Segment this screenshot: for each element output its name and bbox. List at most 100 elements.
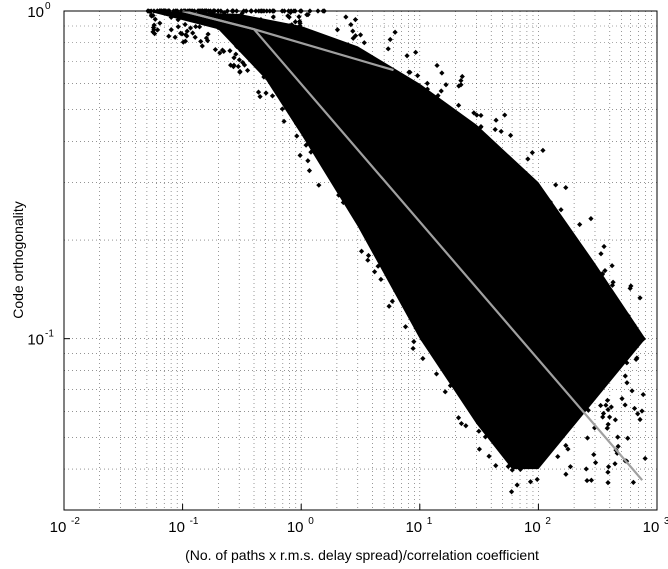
scatter-point [381, 233, 387, 239]
scatter-point [377, 127, 383, 133]
scatter-point [619, 396, 625, 402]
scatter-point [276, 60, 282, 67]
scatter-point [532, 218, 538, 224]
scatter-point [244, 67, 251, 74]
scatter-point [592, 368, 598, 374]
scatter-point [538, 376, 545, 382]
scatter-point [410, 310, 417, 316]
x-tick-exponent: 3 [664, 516, 668, 527]
scatter-point [611, 304, 617, 310]
scatter-point [625, 435, 631, 441]
scatter-point [382, 164, 388, 170]
scatter-point [393, 110, 399, 116]
scatter-point [347, 124, 353, 130]
x-tick-exponent: -2 [71, 516, 80, 527]
scatter-point [352, 33, 359, 39]
scatter-point [492, 237, 498, 243]
scatter-point [445, 258, 451, 265]
scatter-point [271, 41, 277, 48]
scatter-point [625, 348, 631, 355]
scatter-point [443, 336, 449, 343]
scatter-point [455, 415, 462, 421]
scatter-point [493, 205, 500, 211]
scatter-point [261, 74, 267, 80]
scatter-point [564, 358, 571, 364]
scatter-point [428, 240, 434, 246]
scatter-point [532, 424, 538, 430]
scatter-point [375, 263, 381, 269]
scatter-point [433, 244, 439, 250]
scatter-point [235, 63, 241, 70]
x-tick-label: 10 [643, 519, 660, 536]
scatter-point [292, 19, 298, 25]
scatter-point [521, 174, 527, 180]
scatter-point [374, 181, 380, 187]
scatter-point [493, 117, 499, 123]
scatter-point [493, 349, 499, 355]
scatter-point [413, 325, 419, 331]
scatter-point [346, 132, 353, 138]
scatter-point [441, 231, 447, 238]
scatter-point [279, 88, 285, 94]
scatter-point [438, 360, 444, 366]
scatter-point [359, 71, 365, 78]
scatter-point [396, 187, 402, 193]
scatter-point [323, 64, 329, 70]
scatter-point [494, 340, 500, 346]
scatter-point [468, 309, 474, 315]
scatter-point [301, 112, 307, 118]
scatter-point [545, 319, 552, 326]
scatter-point [467, 293, 474, 299]
scatter-point [380, 116, 386, 122]
scatter-point [563, 471, 569, 477]
y-tick-exponent: 0 [45, 1, 51, 12]
scatter-point [435, 128, 441, 134]
scatter-point [198, 18, 205, 24]
scatter-point [196, 24, 203, 30]
scatter-point [403, 212, 409, 219]
scatter-point [315, 107, 321, 113]
scatter-point [416, 113, 422, 119]
scatter-point [351, 174, 357, 180]
scatter-point [150, 12, 156, 19]
scatter-point [525, 383, 531, 389]
scatter-point [489, 153, 495, 159]
scatter-point [565, 446, 571, 452]
scatter-point [285, 13, 291, 19]
scatter-point [378, 276, 384, 282]
scatter-point [175, 17, 181, 23]
scatter-point [476, 446, 483, 452]
scatter-point [534, 476, 540, 483]
scatter-point [180, 39, 186, 45]
scatter-point [395, 240, 401, 247]
scatter-point [355, 92, 361, 98]
scatter-point [611, 314, 617, 320]
scatter-point [475, 137, 482, 143]
scatter-point [496, 205, 502, 212]
scatter-point [261, 71, 267, 77]
scatter-point [300, 91, 306, 97]
scatter-point [429, 151, 435, 157]
scatter-point [547, 336, 554, 342]
scatter-point [404, 53, 410, 59]
scatter-point [631, 322, 637, 328]
scatter-point [493, 225, 499, 232]
scatter-point [286, 14, 292, 20]
scatter-point [474, 112, 480, 118]
scatter-point [640, 336, 647, 342]
scatter-point [481, 334, 487, 340]
scatter-point [258, 16, 264, 23]
scatter-point [585, 407, 591, 413]
scatter-point [198, 38, 204, 45]
scatter-point [612, 461, 618, 467]
scatter-point [223, 30, 229, 36]
scatter-point [231, 55, 237, 61]
scatter-point [199, 43, 205, 49]
scatter-point [329, 106, 335, 112]
scatter-point [600, 410, 607, 417]
scatter-point [293, 121, 300, 127]
scatter-point [283, 76, 289, 82]
scatter-point [462, 257, 468, 264]
scatter-point [488, 317, 495, 323]
scatter-point [473, 160, 479, 166]
